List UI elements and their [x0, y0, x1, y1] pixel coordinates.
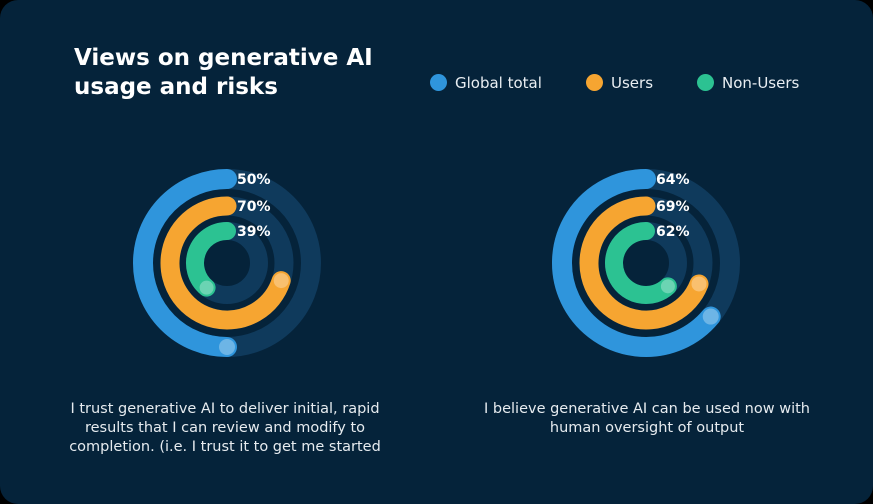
value-label-global-total: 50% — [237, 172, 271, 188]
ring-arc-non-users — [605, 222, 677, 304]
ring-arc-non-users — [186, 222, 236, 297]
legend-label-non-users: Non-Users — [722, 74, 800, 92]
value-label-global-total: 64% — [656, 172, 690, 188]
value-label-users: 70% — [237, 199, 271, 215]
legend-swatch-non-users — [697, 74, 714, 91]
ring-arc-global-total — [133, 169, 237, 357]
legend-swatch-global-total — [430, 74, 447, 91]
legend-label-users: Users — [611, 74, 654, 92]
ring-end-marker-global-total — [219, 339, 235, 355]
legend-label-global-total: Global total — [455, 74, 542, 92]
ring-end-marker-global-total — [702, 308, 719, 325]
value-label-non-users: 62% — [656, 224, 690, 240]
chart-caption-2: I believe generative AI can be used now … — [484, 401, 810, 436]
ring-end-marker-users — [691, 276, 707, 292]
ring-end-marker-non-users — [199, 280, 214, 295]
ring-end-marker-users — [273, 273, 289, 289]
ring-arc-users — [579, 196, 709, 330]
ring-arc-global-total — [552, 169, 721, 357]
value-label-users: 69% — [656, 199, 690, 215]
page-title: Views on generative AI usage and risks — [74, 45, 373, 100]
chart-caption-1: I trust generative AI to deliver initial… — [69, 401, 381, 455]
ring-arc-users — [160, 196, 291, 330]
legend-swatch-users — [586, 74, 603, 91]
ring-end-marker-non-users — [660, 279, 675, 294]
value-label-non-users: 39% — [237, 224, 271, 240]
